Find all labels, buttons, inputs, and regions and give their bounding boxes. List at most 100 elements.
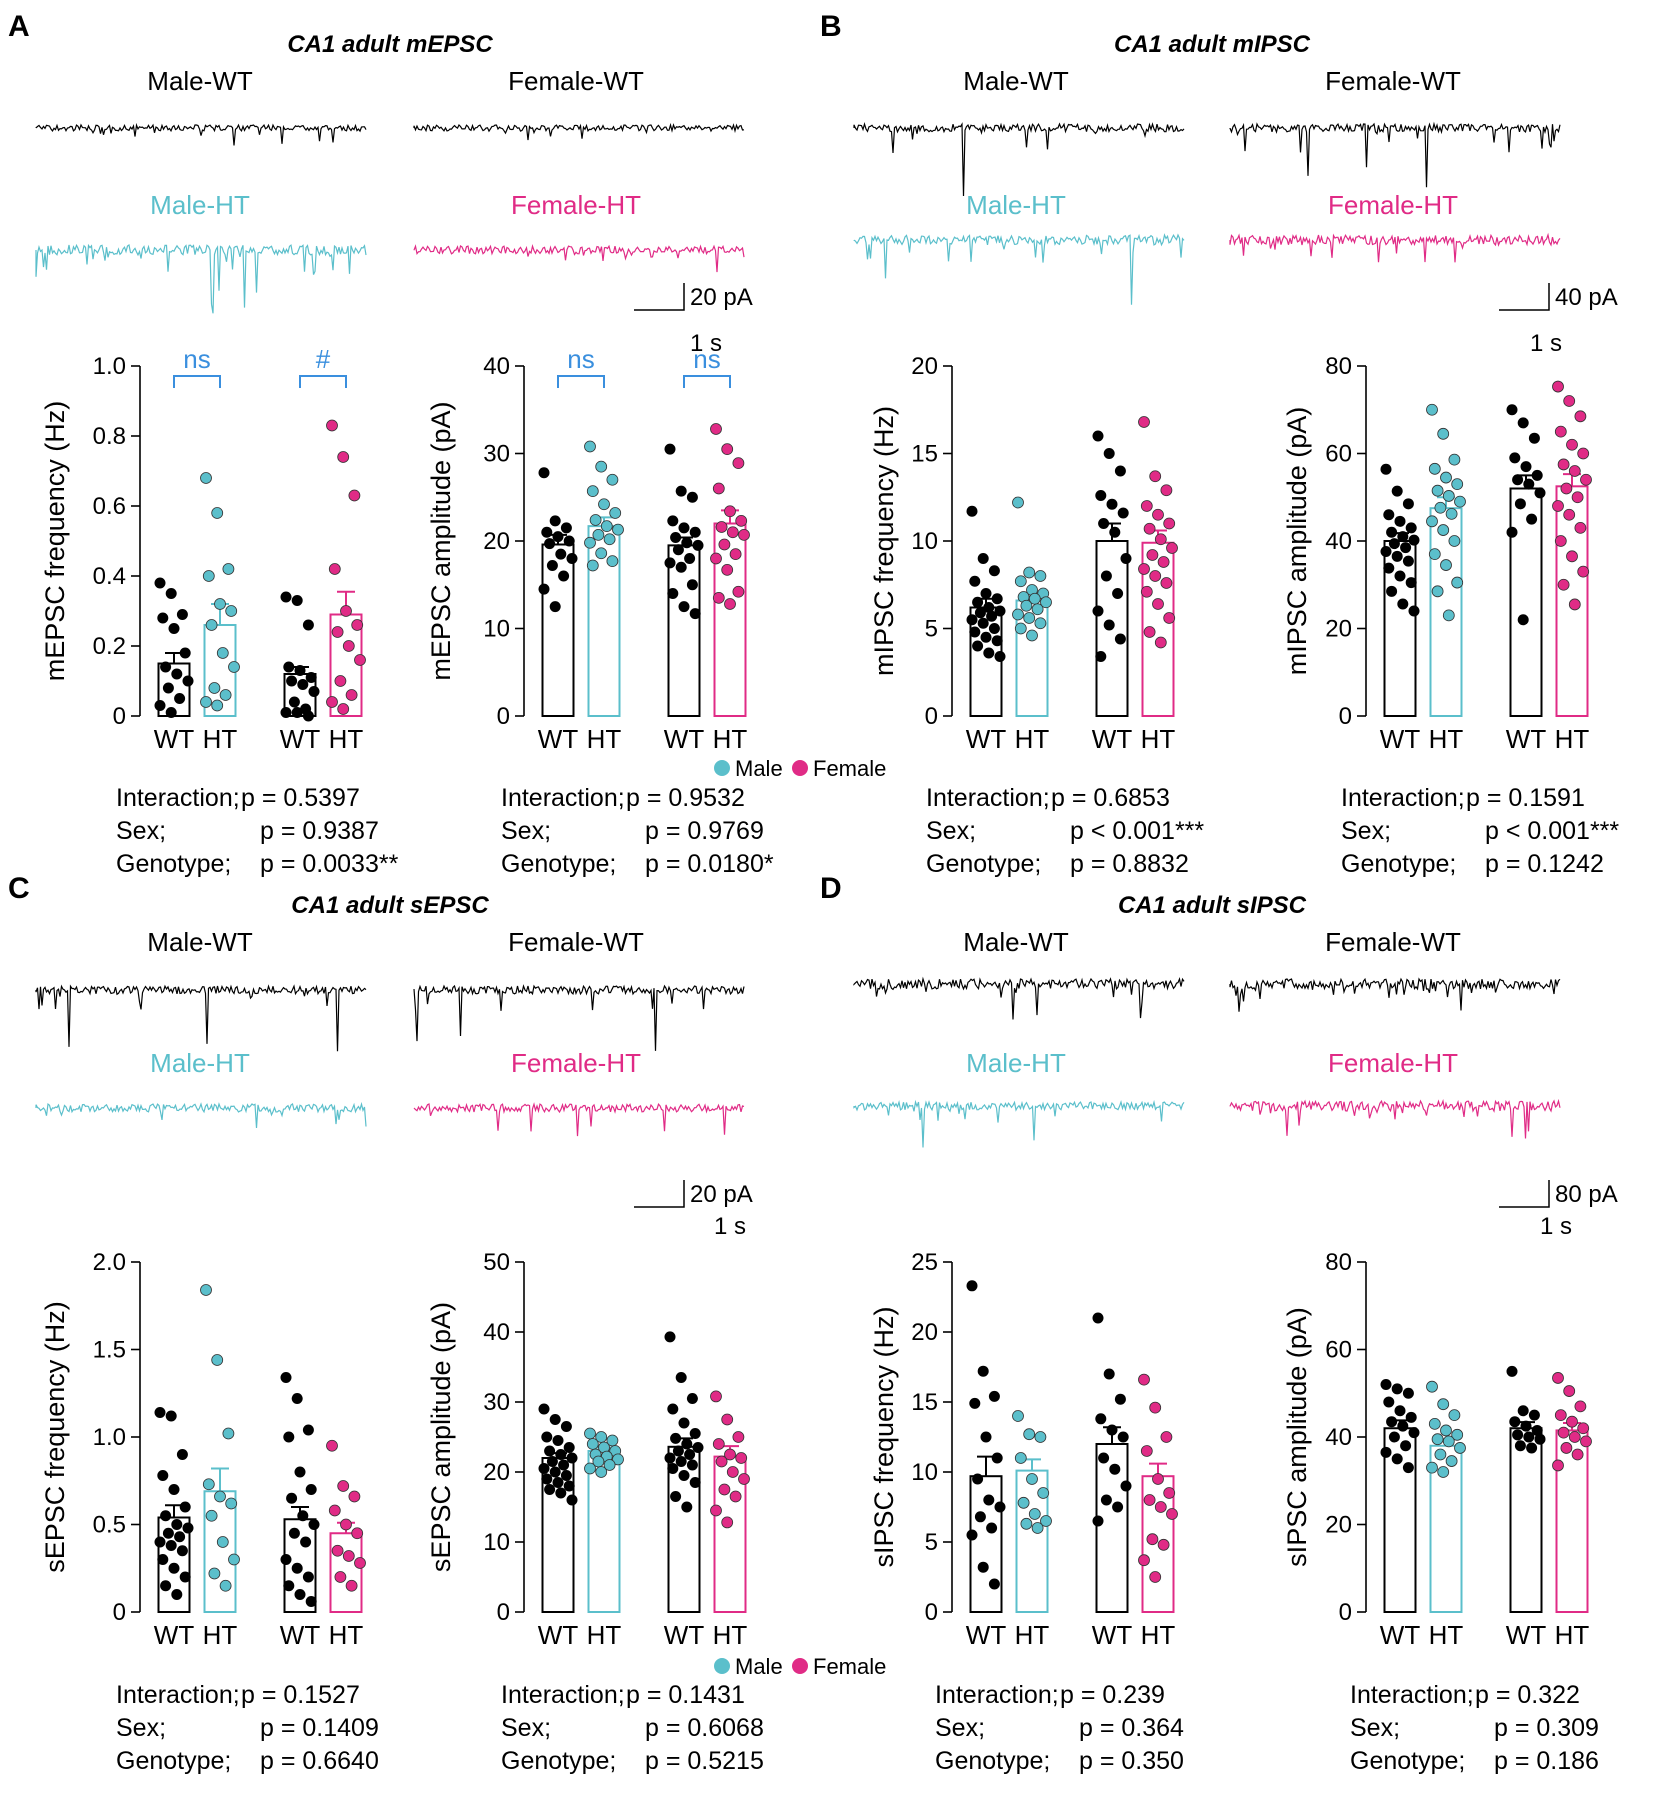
significance-label: ns [183, 344, 210, 374]
data-point [560, 522, 572, 534]
data-point [211, 1354, 224, 1366]
data-point [286, 675, 298, 687]
data-point [1566, 550, 1578, 563]
bar-chart-2: 0 10 20 30 40 mEPSC amplitude (pA) WT HT WT HT ns n… [426, 344, 774, 878]
legend-marker-female [792, 1658, 808, 1674]
data-point [1138, 563, 1150, 575]
data-point [1520, 461, 1532, 473]
data-point [1426, 403, 1438, 416]
x-tick-label: HT [587, 724, 622, 754]
data-point [1580, 1435, 1592, 1448]
data-point [1552, 380, 1564, 393]
data-point [328, 1504, 341, 1517]
data-point [1448, 535, 1461, 547]
data-point [1152, 1473, 1164, 1485]
y-tick-label: 5 [925, 1529, 938, 1556]
data-point [1103, 448, 1115, 459]
data-point [689, 526, 701, 538]
x-tick-label: HT [1015, 1620, 1050, 1650]
stat-value: p = 0.186 [1494, 1747, 1599, 1775]
data-point [157, 612, 169, 624]
stat-label: Genotype; [935, 1747, 1050, 1775]
current-trace [35, 243, 367, 314]
data-point [991, 1452, 1003, 1464]
y-tick-label: 0 [113, 1599, 126, 1626]
data-point [345, 1579, 358, 1592]
data-point [675, 1372, 687, 1383]
data-point [675, 485, 687, 497]
y-tick-label: 0.2 [93, 633, 126, 660]
x-tick-label: HT [1555, 1620, 1590, 1650]
trace-label: Male-WT [147, 927, 253, 957]
stat-label: Sex; [501, 817, 551, 845]
data-point [1534, 1433, 1546, 1445]
data-point [1509, 452, 1521, 464]
data-point [1506, 526, 1518, 538]
y-tick-label: 2.0 [93, 1249, 126, 1276]
significance-bracket [683, 375, 731, 388]
data-point [179, 647, 191, 659]
data-point [1037, 1487, 1050, 1499]
data-point [1454, 495, 1466, 508]
x-tick-label: HT [1429, 1620, 1464, 1650]
data-point [1160, 484, 1173, 497]
y-tick-label: 20 [911, 1319, 938, 1346]
data-point [283, 1580, 295, 1592]
data-point [972, 596, 984, 608]
data-point [1400, 1440, 1412, 1452]
data-point [1408, 534, 1420, 546]
data-point [1166, 542, 1178, 554]
data-point [297, 1510, 309, 1522]
data-point [1095, 1413, 1107, 1425]
data-point [302, 619, 314, 631]
data-point [546, 1456, 558, 1467]
data-point [1566, 438, 1578, 451]
current-trace [35, 984, 367, 1052]
data-point [176, 1449, 188, 1460]
data-point [1434, 501, 1447, 514]
data-point [558, 570, 570, 582]
data-point [1023, 566, 1036, 579]
data-point [291, 1393, 303, 1404]
data-point [1440, 471, 1452, 484]
x-tick-label: HT [1555, 724, 1590, 754]
data-point [1154, 636, 1167, 649]
data-point [157, 1554, 169, 1565]
data-point [157, 1470, 169, 1481]
data-point [538, 1403, 550, 1415]
data-point [546, 560, 558, 571]
data-point [555, 1487, 567, 1499]
data-point [1552, 1459, 1564, 1472]
stat-label: Sex; [1341, 817, 1391, 845]
stat-value: p = 0.8832 [1070, 850, 1189, 878]
trace-label: Male-WT [963, 66, 1069, 96]
panel-title: CA1 adult sEPSC [291, 892, 489, 919]
data-point [1117, 1431, 1129, 1443]
scale-bar-x-label: 1 s [690, 330, 722, 357]
data-point [228, 1553, 240, 1566]
data-point [331, 1544, 344, 1557]
data-point [1114, 633, 1126, 645]
data-point [1448, 453, 1461, 466]
data-point [154, 577, 166, 589]
stat-value: p = 0.6640 [260, 1747, 379, 1775]
data-point [977, 1561, 989, 1573]
x-tick-label: HT [1141, 724, 1176, 754]
data-point [1017, 1496, 1030, 1509]
data-point [1557, 578, 1570, 591]
data-point [678, 1470, 690, 1481]
data-point [718, 1483, 731, 1496]
current-trace [1229, 121, 1561, 188]
data-point [1402, 498, 1414, 510]
data-point [174, 693, 186, 704]
data-point [1040, 1515, 1052, 1527]
data-point [1554, 1409, 1567, 1422]
data-point [1383, 509, 1395, 521]
trace-label: Male-WT [963, 927, 1069, 957]
data-point [208, 682, 221, 694]
bar [541, 543, 575, 717]
data-point [305, 1596, 317, 1607]
data-point [586, 485, 599, 498]
data-point [1397, 598, 1409, 610]
data-point [1103, 619, 1115, 631]
